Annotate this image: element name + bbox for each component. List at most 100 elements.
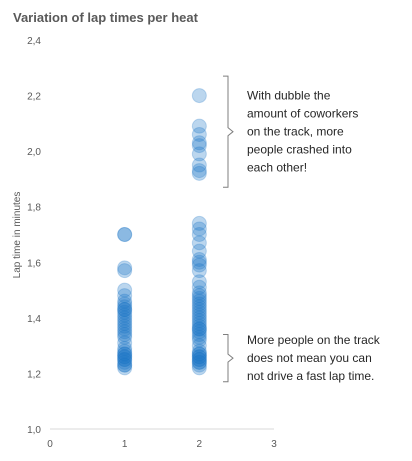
data-point — [117, 296, 133, 312]
data-point — [191, 327, 207, 343]
x-tick-label: 0 — [47, 439, 53, 450]
annotation-text: people crashed into — [247, 143, 352, 157]
data-point — [191, 329, 207, 345]
chart-title: Variation of lap times per heat — [13, 10, 199, 25]
data-point — [191, 118, 207, 134]
data-point — [117, 324, 133, 340]
data-point — [191, 310, 207, 326]
data-point — [191, 332, 207, 348]
data-point — [191, 307, 207, 323]
data-point — [191, 165, 207, 181]
data-point — [117, 327, 133, 343]
data-point — [117, 360, 133, 376]
data-point — [117, 318, 133, 334]
data-point — [191, 338, 207, 354]
data-point — [117, 282, 133, 298]
data-point — [191, 343, 207, 359]
data-point — [191, 299, 207, 315]
data-point — [117, 335, 133, 351]
data-point — [191, 285, 207, 301]
data-point — [117, 349, 133, 365]
data-point — [191, 135, 207, 151]
x-tick-labels: 0 1 2 3 — [47, 439, 277, 450]
data-point — [191, 349, 207, 365]
data-point — [117, 263, 133, 279]
data-point — [191, 321, 207, 337]
data-point — [191, 346, 207, 362]
data-point — [191, 279, 207, 295]
y-tick-label: 1,0 — [27, 425, 41, 436]
data-point — [191, 352, 207, 368]
data-point — [191, 257, 207, 273]
data-point — [191, 235, 207, 251]
data-point — [117, 329, 133, 345]
data-point — [191, 346, 207, 362]
y-tick-label: 2,4 — [27, 36, 41, 47]
data-point — [117, 260, 133, 276]
annotation-bracket — [223, 334, 234, 383]
data-point — [191, 302, 207, 318]
data-point — [191, 138, 207, 154]
data-point — [117, 357, 133, 373]
data-point — [191, 293, 207, 309]
data-point — [191, 349, 207, 365]
data-point — [117, 313, 133, 329]
data-point — [191, 146, 207, 162]
data-point — [191, 288, 207, 304]
data-point — [117, 352, 133, 368]
data-point — [117, 352, 133, 368]
data-point — [117, 307, 133, 323]
data-point — [191, 315, 207, 331]
x-tick-label: 1 — [122, 439, 128, 450]
data-point — [191, 252, 207, 268]
data-point — [191, 274, 207, 290]
data-point — [117, 293, 133, 309]
data-point — [191, 296, 207, 312]
data-point — [117, 346, 133, 362]
data-point — [117, 346, 133, 362]
annotation-text: each other! — [247, 161, 307, 175]
data-point — [117, 304, 133, 320]
data-point — [117, 354, 133, 370]
data-point — [191, 88, 207, 104]
data-point — [117, 299, 133, 315]
x-tick-label: 2 — [197, 439, 203, 450]
annotations: With dubble the amount of coworkers on the… — [223, 75, 381, 383]
annotation-text: amount of coworkers — [247, 107, 358, 121]
data-point — [191, 324, 207, 340]
data-point — [191, 126, 207, 142]
data-point — [191, 321, 207, 337]
y-tick-label: 1,2 — [27, 369, 41, 380]
data-point — [117, 302, 133, 318]
y-tick-label: 1,8 — [27, 203, 41, 214]
data-point — [191, 290, 207, 306]
data-point — [117, 343, 133, 359]
data-point — [191, 227, 207, 242]
data-point — [117, 357, 133, 373]
y-tick-labels: 1,0 1,2 1,4 1,6 1,8 2,0 2,2 2,4 — [27, 36, 41, 436]
data-point — [191, 215, 207, 231]
data-point — [191, 352, 207, 368]
annotation-bracket — [223, 75, 234, 188]
data-point — [117, 302, 133, 318]
y-tick-label: 1,4 — [27, 314, 41, 325]
data-point — [191, 243, 207, 259]
data-point — [191, 304, 207, 320]
data-point — [191, 360, 207, 376]
data-point — [117, 315, 133, 331]
annotation-text: With dubble the — [247, 89, 331, 103]
annotation-text: does not mean you can — [247, 351, 372, 365]
data-point — [117, 349, 133, 365]
data-point — [117, 340, 133, 356]
data-point — [191, 157, 207, 173]
data-point — [191, 354, 207, 370]
data-point — [191, 318, 207, 334]
annotation-text: on the track, more — [247, 125, 344, 139]
data-point — [191, 354, 207, 370]
data-point — [117, 227, 133, 242]
data-points — [117, 88, 207, 376]
data-point — [191, 221, 207, 237]
data-point — [117, 288, 133, 304]
y-axis-label: Lap time in minutes — [12, 192, 23, 279]
